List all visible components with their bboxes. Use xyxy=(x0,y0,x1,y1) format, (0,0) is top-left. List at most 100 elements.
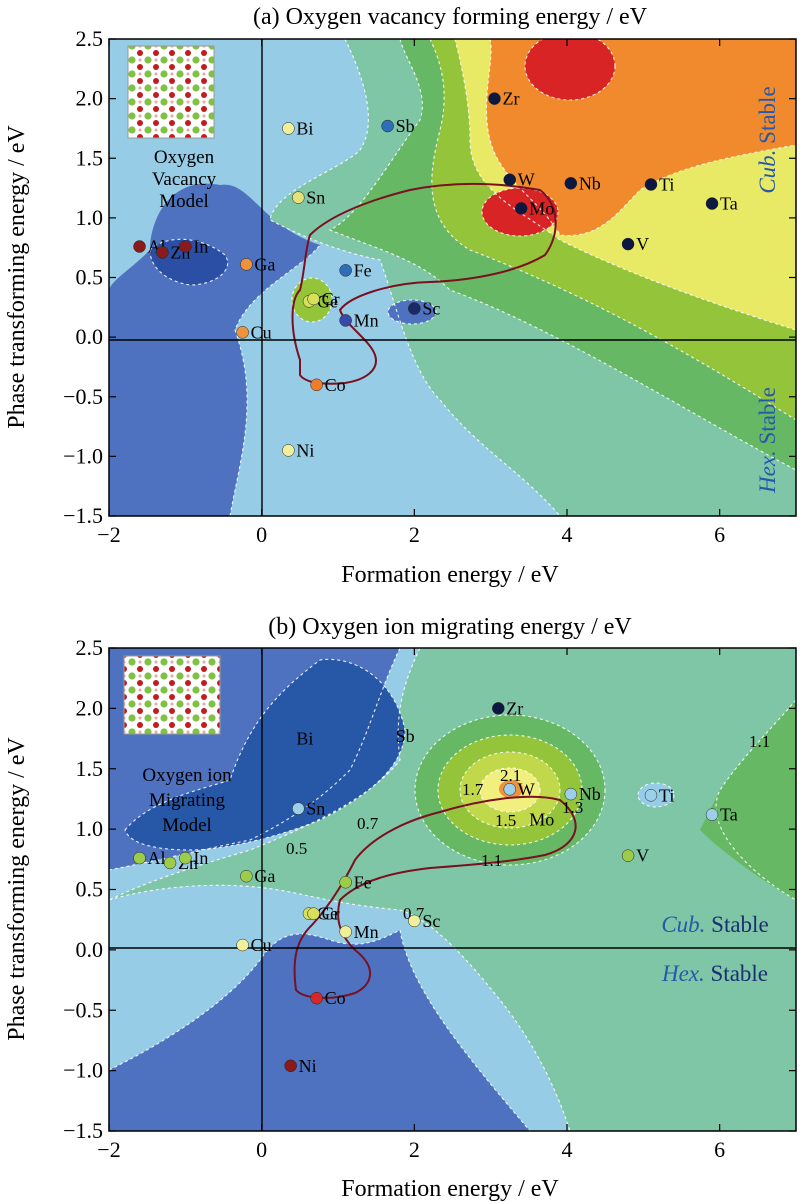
panel-b-title: (b) Oxygen ion migrating energy / eV xyxy=(268,614,632,640)
panel-a-points: Al Zn InGaCuBiSnNiGeCrCoFeMnSbScZrWMoNbVTi… xyxy=(133,89,738,460)
contour-label-2-1: 2.1 xyxy=(500,766,521,785)
panel-a-cub-stable-label: Cub. Stable xyxy=(755,86,780,193)
panel-a-point-label-sb: Sb xyxy=(396,116,415,136)
panel-b-point-label-ni: Ni xyxy=(299,1056,317,1076)
panel-a-y-tick-label: 2.5 xyxy=(76,26,104,51)
panel-b-inset-label-2: Migrating xyxy=(149,790,225,811)
panel-a-x-tick-label: 6 xyxy=(714,522,725,547)
panel-a-point-zr xyxy=(488,92,501,105)
panel-b-point-label-sb: Sb xyxy=(396,726,415,746)
panel-a-point-label-fe: Fe xyxy=(354,260,372,280)
panel-a-contour-field xyxy=(109,39,796,516)
panel-b-point-zn xyxy=(163,856,177,870)
contour-label-1-5: 1.5 xyxy=(495,811,516,830)
panel-b-point-label-cu: Cu xyxy=(251,935,272,955)
panel-b-point-nb xyxy=(564,787,578,801)
panel-b-point-in xyxy=(179,851,192,865)
panel-a-point-label-bi: Bi xyxy=(296,118,313,138)
panel-a-point-zn xyxy=(156,246,169,259)
panel-b-point-label-v: V xyxy=(636,846,649,866)
panel-a-point-ta xyxy=(705,197,719,210)
panel-b-x-tick-label: −2 xyxy=(97,1137,120,1162)
panel-a-point-label-in: In xyxy=(193,236,208,256)
panel-b-x-tick-label: 4 xyxy=(562,1137,573,1162)
panel-b-points: AlZnInGaCuBiSnNiGeCrCoFeMnSbScZrWMoNbVTi… xyxy=(133,698,738,1076)
panel-a-inset-label-1: Oxygen xyxy=(154,147,215,168)
panel-a-point-label-cr: Cr xyxy=(322,289,340,309)
panel-a-point-label-mo: Mo xyxy=(529,198,554,218)
panel-b-point-al xyxy=(133,851,146,865)
panel-b-y-tick-label: 2.0 xyxy=(76,695,104,720)
panel-a-point-cr xyxy=(307,292,320,306)
panel-b-point-sn xyxy=(292,802,305,815)
panel-b-x-tick-label: 2 xyxy=(409,1137,420,1162)
contour-label-1-1-inner: 1.1 xyxy=(481,851,502,870)
contour-label-1-3: 1.3 xyxy=(562,798,583,817)
panel-a-point-co xyxy=(310,378,323,392)
panel-b-contour-labels: 0.5 0.7 0.7 1.1 1.1 1.3 1.5 1.7 2.1 xyxy=(286,732,770,923)
panel-a-point-al xyxy=(133,240,146,253)
panel-b-inset-label-1: Oxygen ion xyxy=(142,765,232,786)
panel-a-trajectory xyxy=(291,183,557,385)
panel-b-y-tick-label: 0.5 xyxy=(76,877,104,902)
panel-b-y-tick-label: 2.5 xyxy=(76,635,104,660)
panel-b-y-axis-label: Phase transforming energy / eV xyxy=(4,737,30,1041)
panel-a-point-label-ta: Ta xyxy=(720,194,738,214)
panel-b-point-label-in: In xyxy=(193,848,208,868)
panel-b-point-v xyxy=(621,849,635,862)
panel-a-point-mo xyxy=(514,202,528,215)
panel-a-point-label-sn: Sn xyxy=(306,188,325,208)
panel-a-x-tick-label: 4 xyxy=(562,522,573,547)
panel-a-y-tick-label: 0.5 xyxy=(76,265,104,290)
panel-a-inset-structure-image xyxy=(127,45,215,139)
panel-b-y-tick-label: 0.0 xyxy=(76,937,104,962)
panel-b-point-label-ga: Ga xyxy=(254,866,275,886)
panel-b-point-label-sn: Sn xyxy=(306,799,325,819)
panel-a-point-label-zr: Zr xyxy=(502,89,519,109)
panel-a-point-ga xyxy=(240,258,253,271)
panel-a-y-axis-label: Phase transforming energy / eV xyxy=(4,125,30,429)
panel-a-point-ni xyxy=(282,444,295,457)
panel-b-point-sc xyxy=(408,914,421,928)
panel-a-y-tick-label: −1.5 xyxy=(63,503,103,528)
panel-a-point-label-v: V xyxy=(636,234,649,254)
panel-b-hex-stable-label: Hex. Stable xyxy=(661,961,768,986)
panel-a-point-in xyxy=(179,240,192,253)
panel-a-point-bi xyxy=(282,122,295,135)
panel-b-inset-structure-image xyxy=(123,655,221,735)
panel-a-point-label-sc: Sc xyxy=(422,299,440,319)
panel-a-point-cu xyxy=(236,326,249,339)
panel-b-y-tick-label: 1.0 xyxy=(76,816,104,841)
panel-b-point-label-cr: Cr xyxy=(322,904,340,924)
panel-a-y-tick-label: 2.0 xyxy=(76,86,104,111)
panel-a-point-sn xyxy=(292,191,305,204)
panel-a-point-label-ga: Ga xyxy=(254,254,275,274)
panel-b-point-ti xyxy=(644,789,658,802)
panel-a-y-tick-label: −0.5 xyxy=(63,384,103,409)
panel-a-x-axis-label: Formation energy / eV xyxy=(341,562,559,588)
panel-b-x-tick-label: 0 xyxy=(256,1137,267,1162)
panel-a-point-label-ti: Ti xyxy=(659,174,674,194)
panel-b-point-cu xyxy=(236,938,249,952)
panel-a-x-tick-label: 2 xyxy=(409,522,420,547)
panel-b-point-label-co: Co xyxy=(325,988,346,1008)
panel-b-point-label-ti: Ti xyxy=(659,785,674,805)
panel-a-hex-stable-label: Hex. Stable xyxy=(755,387,780,494)
panel-a-point-label-ni: Ni xyxy=(296,440,314,460)
panel-b-point-ta xyxy=(705,808,719,821)
panel-a-point-w xyxy=(503,173,516,186)
panel-a-title: (a) Oxygen vacancy forming energy / eV xyxy=(253,4,648,30)
panel-b-point-label-nb: Nb xyxy=(579,784,601,804)
panel-b-y-tick-label: −1.5 xyxy=(63,1118,103,1143)
panel-b-point-cr xyxy=(307,907,320,920)
panel-b-point-label-ta: Ta xyxy=(720,805,738,825)
panel-a-ticks: −2 0 2 4 6 −1.5 −1.0 −0.5 0.0 0.5 1.0 1.5 2.0 2.5 xyxy=(63,26,796,547)
panel-a-point-nb xyxy=(564,177,578,190)
panel-a-point-label-w: W xyxy=(518,170,535,190)
panel-a-point-label-cu: Cu xyxy=(251,322,272,342)
panel-b-point-co xyxy=(310,991,323,1005)
panel-a-x-tick-label: −2 xyxy=(97,522,120,547)
panel-a-y-tick-label: 1.5 xyxy=(76,145,104,170)
panel-a-y-tick-label: 0.0 xyxy=(76,324,104,349)
